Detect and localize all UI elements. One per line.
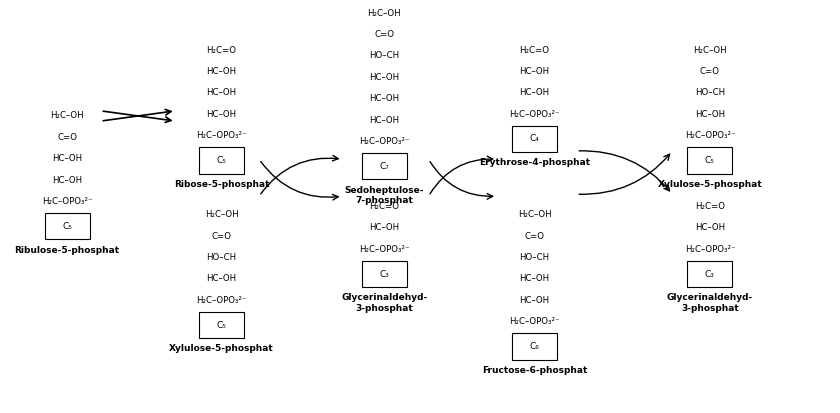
Text: H₂C=O: H₂C=O [370, 202, 399, 211]
Text: H₂C–OPO₃²⁻: H₂C–OPO₃²⁻ [42, 197, 92, 206]
Text: H₂C–OH: H₂C–OH [50, 112, 84, 121]
FancyBboxPatch shape [687, 261, 732, 287]
Text: C₄: C₄ [530, 135, 539, 143]
Text: HO–CH: HO–CH [695, 88, 725, 97]
Text: Fructose-6-phosphat: Fructose-6-phosphat [482, 366, 587, 375]
Text: H₂C=O: H₂C=O [520, 45, 549, 55]
Text: H₂C–OPO₃²⁻: H₂C–OPO₃²⁻ [685, 245, 735, 254]
Text: HC–OH: HC–OH [370, 116, 399, 125]
Text: Glycerinaldehyd-
3-phosphat: Glycerinaldehyd- 3-phosphat [341, 293, 428, 313]
FancyBboxPatch shape [362, 153, 407, 179]
Text: HC–OH: HC–OH [519, 275, 549, 283]
Text: Ribulose-5-phosphat: Ribulose-5-phosphat [14, 246, 119, 254]
Text: C=O: C=O [524, 232, 544, 241]
Text: H₂C–OPO₃²⁻: H₂C–OPO₃²⁻ [359, 245, 410, 254]
Text: H₂C=O: H₂C=O [207, 45, 237, 55]
Text: H₂C=O: H₂C=O [695, 202, 725, 211]
Text: Sedoheptulose-
7-phosphat: Sedoheptulose- 7-phosphat [344, 185, 424, 205]
Text: C₅: C₅ [217, 156, 227, 165]
Text: C₅: C₅ [217, 320, 227, 330]
Text: HC–OH: HC–OH [207, 88, 237, 97]
Text: HC–OH: HC–OH [207, 67, 237, 76]
Text: HC–OH: HC–OH [695, 110, 725, 119]
Text: C=O: C=O [375, 30, 394, 39]
Text: HC–OH: HC–OH [519, 67, 549, 76]
Text: C₃: C₃ [380, 270, 389, 278]
Text: HC–OH: HC–OH [519, 88, 549, 97]
Text: H₂C–OH: H₂C–OH [367, 9, 402, 17]
FancyBboxPatch shape [687, 147, 732, 173]
Text: H₂C–OH: H₂C–OH [517, 210, 551, 219]
FancyBboxPatch shape [199, 147, 244, 173]
Text: HC–OH: HC–OH [370, 94, 399, 103]
Text: H₂C–OPO₃²⁻: H₂C–OPO₃²⁻ [685, 131, 735, 140]
Text: H₂C–OH: H₂C–OH [205, 210, 239, 219]
Text: C=O: C=O [57, 133, 77, 142]
Text: C₅: C₅ [705, 156, 715, 165]
Text: HC–OH: HC–OH [695, 223, 725, 233]
Text: Xylulose-5-phosphat: Xylulose-5-phosphat [169, 344, 274, 354]
FancyBboxPatch shape [512, 126, 557, 152]
FancyBboxPatch shape [362, 261, 407, 287]
Text: HC–OH: HC–OH [370, 73, 399, 82]
Text: C₃: C₃ [705, 270, 715, 278]
Text: H₂C–OH: H₂C–OH [693, 45, 727, 55]
Text: H₂C–OPO₃²⁻: H₂C–OPO₃²⁻ [509, 317, 559, 326]
Text: C₇: C₇ [380, 161, 389, 171]
Text: H₂C–OPO₃²⁻: H₂C–OPO₃²⁻ [197, 296, 247, 305]
Text: C=O: C=O [700, 67, 720, 76]
Text: Erythrose-4-phosphat: Erythrose-4-phosphat [479, 158, 591, 167]
Text: HO–CH: HO–CH [207, 253, 237, 262]
Text: HC–OH: HC–OH [52, 176, 82, 185]
Text: Xylulose-5-phosphat: Xylulose-5-phosphat [658, 180, 762, 189]
Text: Glycerinaldehyd-
3-phosphat: Glycerinaldehyd- 3-phosphat [667, 293, 753, 313]
Text: C₆: C₆ [530, 342, 539, 351]
Text: C=O: C=O [212, 232, 232, 241]
Text: HC–OH: HC–OH [370, 223, 399, 233]
Text: H₂C–OPO₃²⁻: H₂C–OPO₃²⁻ [197, 131, 247, 140]
Text: HC–OH: HC–OH [207, 110, 237, 119]
Text: HO–CH: HO–CH [370, 51, 399, 60]
FancyBboxPatch shape [512, 333, 557, 360]
FancyBboxPatch shape [45, 213, 90, 240]
FancyBboxPatch shape [199, 312, 244, 338]
Text: HC–OH: HC–OH [207, 275, 237, 283]
Text: HC–OH: HC–OH [52, 154, 82, 163]
Text: HO–CH: HO–CH [519, 253, 549, 262]
Text: Ribose-5-phosphat: Ribose-5-phosphat [174, 180, 270, 189]
Text: H₂C–OPO₃²⁻: H₂C–OPO₃²⁻ [509, 110, 559, 119]
Text: HC–OH: HC–OH [519, 296, 549, 305]
Text: C₅: C₅ [62, 222, 72, 231]
Text: H₂C–OPO₃²⁻: H₂C–OPO₃²⁻ [359, 137, 410, 146]
